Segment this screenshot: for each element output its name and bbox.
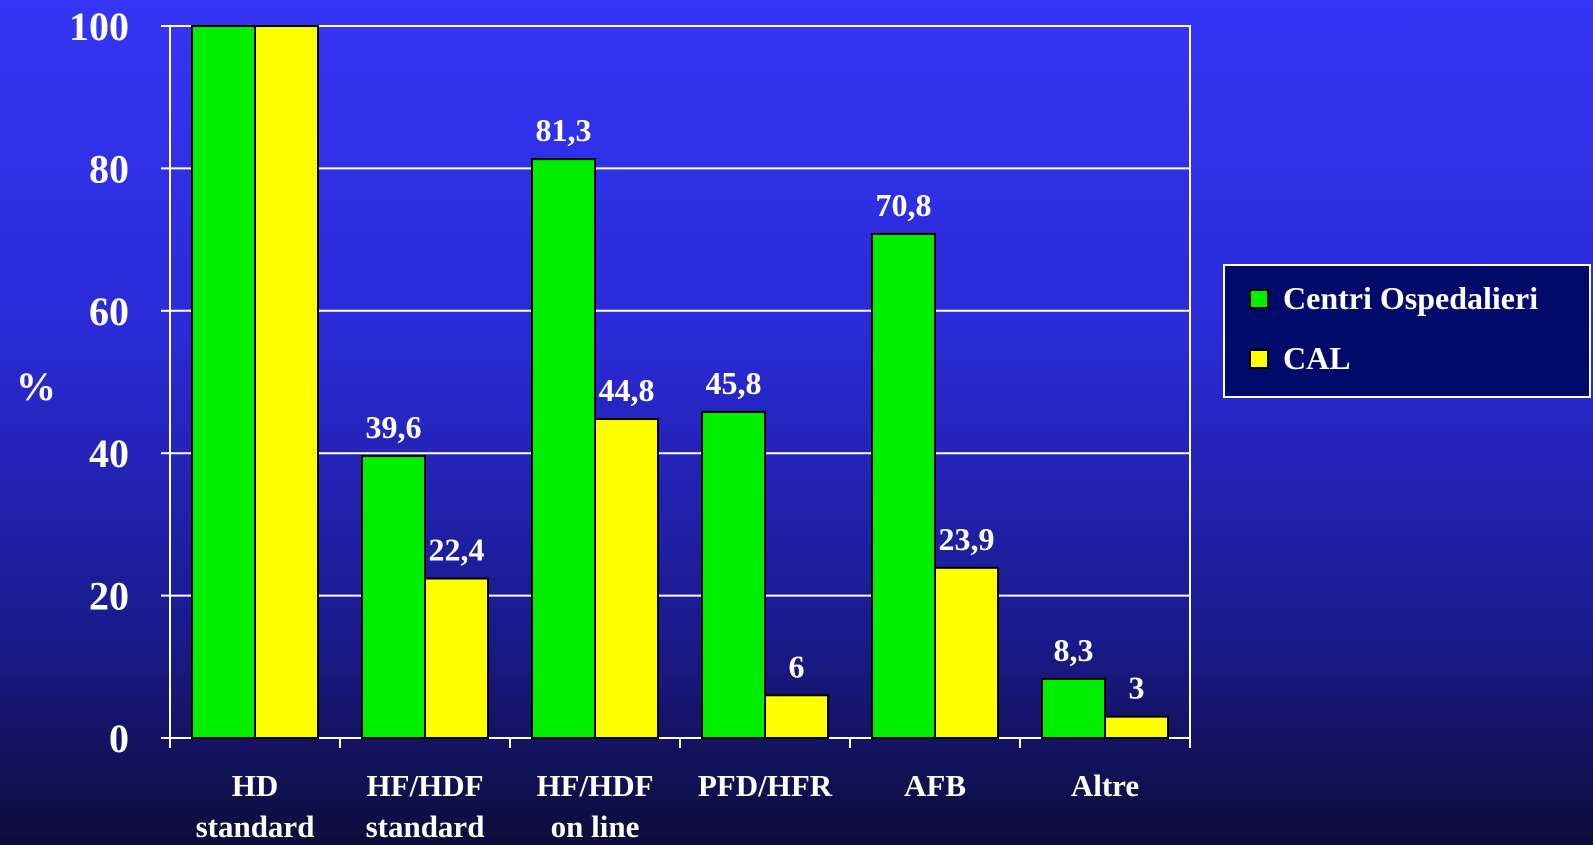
data-label-cal-2: 44,8 bbox=[599, 372, 655, 408]
y-tick-label-80: 80 bbox=[89, 146, 129, 191]
data-label-centri-ospedalieri-2: 81,3 bbox=[536, 112, 592, 148]
data-label-centri-ospedalieri-1: 39,6 bbox=[366, 409, 422, 445]
bar-centri-ospedalieri-0 bbox=[191, 25, 256, 739]
data-label-centri-ospedalieri-5: 8,3 bbox=[1054, 632, 1094, 668]
bar-centri-ospedalieri-3 bbox=[701, 410, 766, 739]
x-category-label-2-0: HF/HDF bbox=[536, 768, 653, 803]
legend-label-cal: CAL bbox=[1283, 340, 1351, 376]
data-label-cal-1: 22,4 bbox=[429, 532, 485, 568]
y-tick-label-60: 60 bbox=[89, 289, 129, 334]
x-category-label-1-1: standard bbox=[366, 809, 485, 844]
legend-swatch-cal bbox=[1249, 348, 1269, 369]
bar-cal-2 bbox=[594, 418, 659, 739]
x-category-label-5-0: Altre bbox=[1071, 768, 1139, 803]
data-label-centri-ospedalieri-3: 45,8 bbox=[706, 365, 762, 401]
bar-cal-5 bbox=[1104, 715, 1169, 740]
x-category-label-4-0: AFB bbox=[904, 768, 966, 803]
x-category-label-2-1: on line bbox=[551, 809, 640, 844]
y-tick-label-100: 100 bbox=[69, 4, 129, 49]
x-category-label-3-0: PFD/HFR bbox=[698, 768, 833, 803]
bar-centri-ospedalieri-4 bbox=[871, 232, 936, 740]
chart-legend: Centri Ospedalieri CAL bbox=[1223, 264, 1591, 398]
bar-cal-3 bbox=[764, 694, 829, 740]
data-label-cal-4: 23,9 bbox=[939, 521, 995, 557]
y-tick-label-40: 40 bbox=[89, 431, 129, 476]
legend-item-cal: CAL bbox=[1249, 340, 1351, 377]
x-category-label-0-1: standard bbox=[196, 809, 315, 844]
y-tick-label-20: 20 bbox=[89, 574, 129, 619]
data-label-cal-3: 6 bbox=[789, 648, 805, 684]
bar-cal-0 bbox=[254, 25, 319, 739]
y-tick-label-0: 0 bbox=[109, 716, 129, 761]
bar-centri-ospedalieri-5 bbox=[1041, 677, 1106, 739]
x-category-label-0-0: HD bbox=[232, 768, 279, 803]
bar-centri-ospedalieri-2 bbox=[531, 158, 596, 740]
plot-area-frame bbox=[169, 25, 1191, 739]
data-label-centri-ospedalieri-4: 70,8 bbox=[876, 187, 932, 223]
legend-label-centri-ospedalieri: Centri Ospedalieri bbox=[1283, 280, 1539, 316]
legend-item-centri-ospedalieri: Centri Ospedalieri bbox=[1249, 280, 1538, 317]
bar-centri-ospedalieri-1 bbox=[361, 455, 426, 739]
bar-cal-4 bbox=[934, 566, 999, 739]
y-axis-label: % bbox=[16, 364, 56, 409]
x-category-label-1-0: HF/HDF bbox=[366, 768, 483, 803]
data-label-cal-5: 3 bbox=[1129, 670, 1145, 706]
bar-cal-1 bbox=[424, 577, 489, 740]
legend-swatch-centri-ospedalieri bbox=[1249, 288, 1269, 309]
